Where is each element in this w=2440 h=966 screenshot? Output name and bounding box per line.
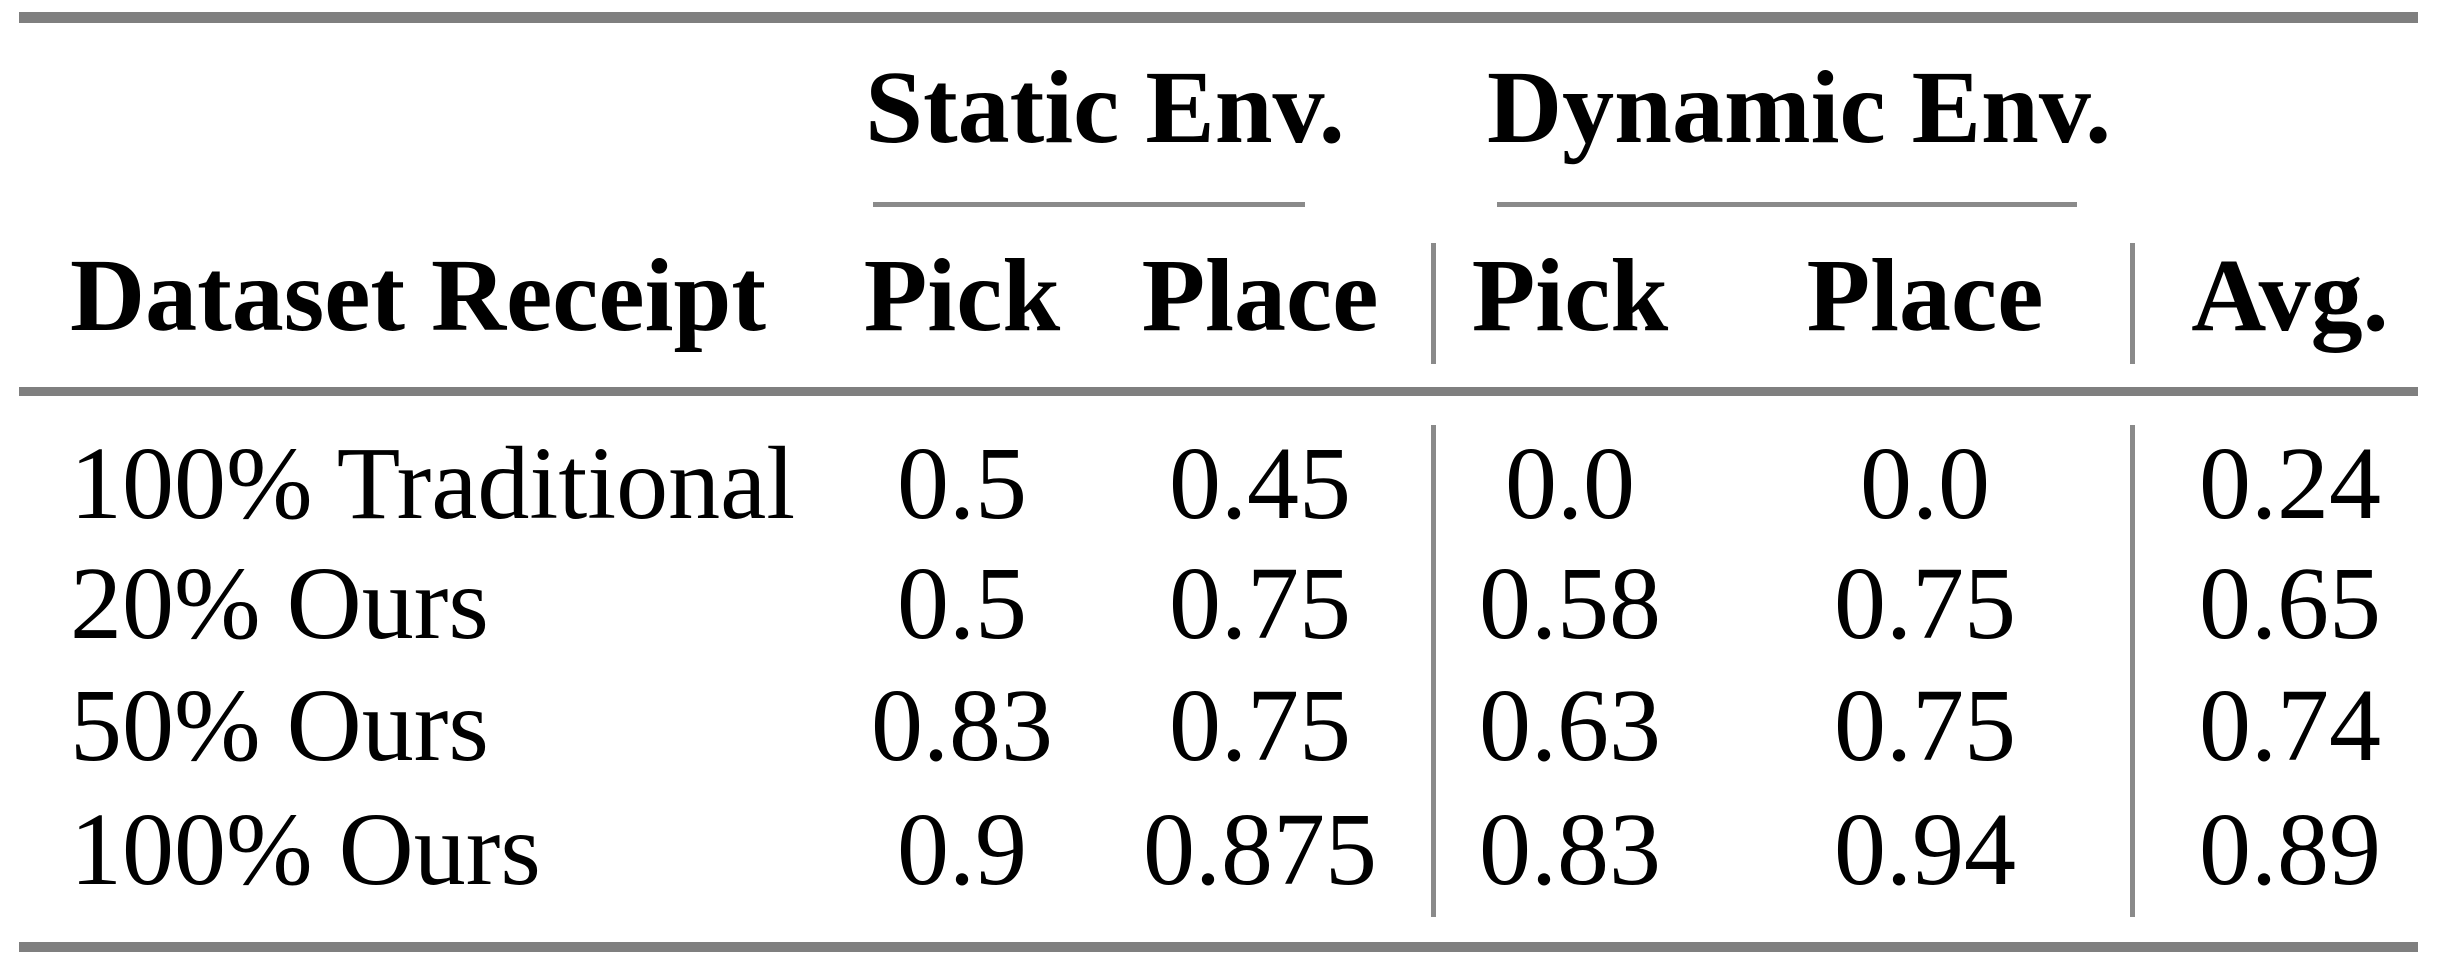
cell-static-place: 0.75 <box>1169 668 1351 783</box>
column-header-dynamic-pick: Pick <box>1471 238 1669 353</box>
cell-static-place: 0.45 <box>1169 426 1351 541</box>
row-label: 100% Traditional <box>70 426 796 541</box>
cell-dynamic-place: 0.75 <box>1834 546 2016 661</box>
column-header-static-place: Place <box>1141 238 1379 353</box>
cell-dynamic-pick: 0.83 <box>1479 792 1661 907</box>
cell-dynamic-place: 0.94 <box>1834 792 2016 907</box>
group-header-static-env: Static Env. <box>865 50 1345 165</box>
cell-avg: 0.74 <box>2199 668 2381 783</box>
cell-avg: 0.65 <box>2199 546 2381 661</box>
column-header-avg: Avg. <box>2191 238 2389 353</box>
vertical-rule-right-header <box>2130 243 2135 364</box>
cell-avg: 0.24 <box>2199 426 2381 541</box>
cell-static-pick: 0.83 <box>871 668 1053 783</box>
row-label: 20% Ours <box>70 546 489 661</box>
row-label: 50% Ours <box>70 668 489 783</box>
cell-dynamic-place: 0.75 <box>1834 668 2016 783</box>
cell-static-place: 0.875 <box>1143 792 1377 907</box>
cell-dynamic-pick: 0.0 <box>1505 426 1635 541</box>
cell-static-place: 0.75 <box>1169 546 1351 661</box>
cell-static-pick: 0.5 <box>897 546 1027 661</box>
bottom-rule <box>19 942 2418 952</box>
column-header-dynamic-place: Place <box>1806 238 2044 353</box>
cmidrule-static-env <box>873 202 1305 207</box>
cell-static-pick: 0.9 <box>897 792 1027 907</box>
vertical-rule-right-body <box>2130 425 2135 917</box>
cell-avg: 0.89 <box>2199 792 2381 907</box>
mid-rule <box>19 387 2418 396</box>
vertical-rule-left-body <box>1431 425 1436 917</box>
row-label: 100% Ours <box>70 792 541 907</box>
cell-dynamic-pick: 0.63 <box>1479 668 1661 783</box>
top-rule <box>19 12 2418 23</box>
cmidrule-dynamic-env <box>1497 202 2077 207</box>
group-header-dynamic-env: Dynamic Env. <box>1487 50 2112 165</box>
column-header-static-pick: Pick <box>863 238 1061 353</box>
cell-static-pick: 0.5 <box>897 426 1027 541</box>
cell-dynamic-place: 0.0 <box>1860 426 1990 541</box>
vertical-rule-left-header <box>1431 243 1436 364</box>
cell-dynamic-pick: 0.58 <box>1479 546 1661 661</box>
column-header-dataset-receipt: Dataset Receipt <box>70 238 766 353</box>
